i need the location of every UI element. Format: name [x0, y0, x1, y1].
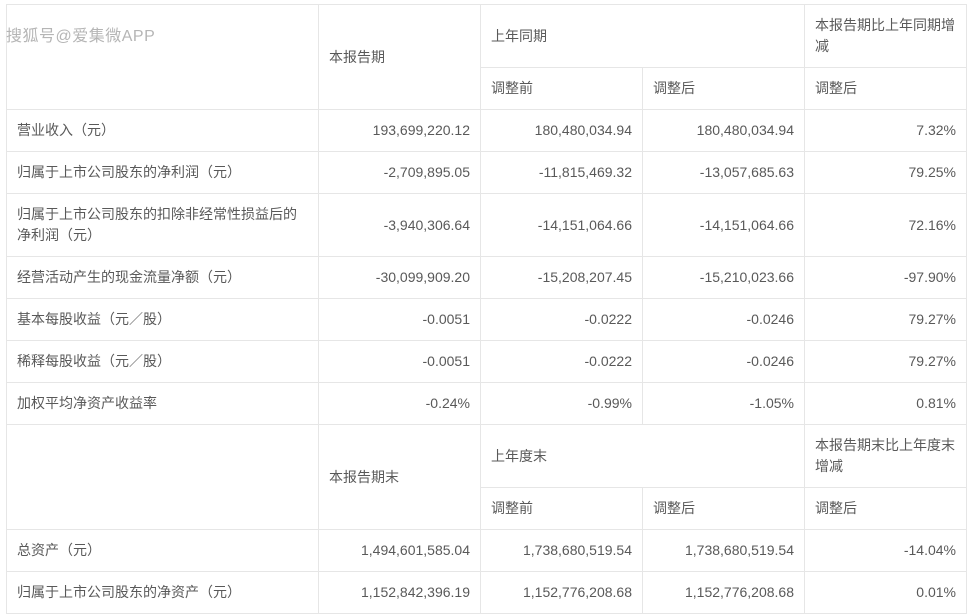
header-change-2: 本报告期末比上年度末增减 — [805, 425, 967, 488]
cell-value: 1,152,776,208.68 — [643, 572, 805, 614]
row-label: 基本每股收益（元／股） — [7, 299, 319, 341]
cell-value: -0.99% — [481, 383, 643, 425]
row-label: 归属于上市公司股东的扣除非经常性损益后的净利润（元） — [7, 194, 319, 257]
cell-value: -30,099,909.20 — [319, 257, 481, 299]
cell-value: -0.24% — [319, 383, 481, 425]
header-prior-year-end: 上年度末 — [481, 425, 805, 488]
cell-value: -97.90% — [805, 257, 967, 299]
cell-value: -14,151,064.66 — [643, 194, 805, 257]
cell-value: -14.04% — [805, 530, 967, 572]
cell-value: -3,940,306.64 — [319, 194, 481, 257]
header-blank-2 — [7, 425, 319, 530]
table-row: 归属于上市公司股东的净资产（元） 1,152,842,396.19 1,152,… — [7, 572, 967, 614]
cell-value: 193,699,220.12 — [319, 110, 481, 152]
cell-value: 79.25% — [805, 152, 967, 194]
table-row: 总资产（元） 1,494,601,585.04 1,738,680,519.54… — [7, 530, 967, 572]
cell-value: -0.0222 — [481, 341, 643, 383]
cell-value: -13,057,685.63 — [643, 152, 805, 194]
table-row: 营业收入（元） 193,699,220.12 180,480,034.94 18… — [7, 110, 967, 152]
cell-value: -2,709,895.05 — [319, 152, 481, 194]
row-label: 营业收入（元） — [7, 110, 319, 152]
sub-post-adj-2: 调整后 — [805, 68, 967, 110]
cell-value: -14,151,064.66 — [481, 194, 643, 257]
cell-value: -11,815,469.32 — [481, 152, 643, 194]
row-label: 加权平均净资产收益率 — [7, 383, 319, 425]
cell-value: 1,152,842,396.19 — [319, 572, 481, 614]
cell-value: 0.81% — [805, 383, 967, 425]
table-row: 基本每股收益（元／股） -0.0051 -0.0222 -0.0246 79.2… — [7, 299, 967, 341]
sub-post-adj: 调整后 — [643, 68, 805, 110]
cell-value: 7.32% — [805, 110, 967, 152]
table-row: 加权平均净资产收益率 -0.24% -0.99% -1.05% 0.81% — [7, 383, 967, 425]
header-blank — [7, 5, 319, 110]
table-row: 归属于上市公司股东的扣除非经常性损益后的净利润（元） -3,940,306.64… — [7, 194, 967, 257]
cell-value: 0.01% — [805, 572, 967, 614]
cell-value: 1,494,601,585.04 — [319, 530, 481, 572]
header-current-period: 本报告期 — [319, 5, 481, 110]
row-label: 归属于上市公司股东的净资产（元） — [7, 572, 319, 614]
row-label: 总资产（元） — [7, 530, 319, 572]
row-label: 归属于上市公司股东的净利润（元） — [7, 152, 319, 194]
sub-pre-adj-b: 调整前 — [481, 488, 643, 530]
cell-value: -0.0051 — [319, 341, 481, 383]
row-label: 经营活动产生的现金流量净额（元） — [7, 257, 319, 299]
cell-value: -0.0222 — [481, 299, 643, 341]
table-row: 归属于上市公司股东的净利润（元） -2,709,895.05 -11,815,4… — [7, 152, 967, 194]
cell-value: -0.0246 — [643, 299, 805, 341]
cell-value: -15,208,207.45 — [481, 257, 643, 299]
cell-value: -1.05% — [643, 383, 805, 425]
cell-value: 180,480,034.94 — [481, 110, 643, 152]
cell-value: 1,738,680,519.54 — [481, 530, 643, 572]
table-row: 稀释每股收益（元／股） -0.0051 -0.0222 -0.0246 79.2… — [7, 341, 967, 383]
cell-value: -0.0246 — [643, 341, 805, 383]
header-period-end: 本报告期末 — [319, 425, 481, 530]
cell-value: 180,480,034.94 — [643, 110, 805, 152]
header-row-3: 本报告期末 上年度末 本报告期末比上年度末增减 — [7, 425, 967, 488]
cell-value: 72.16% — [805, 194, 967, 257]
row-label: 稀释每股收益（元／股） — [7, 341, 319, 383]
sub-post-adj-b2: 调整后 — [805, 488, 967, 530]
cell-value: 1,738,680,519.54 — [643, 530, 805, 572]
header-row-1: 本报告期 上年同期 本报告期比上年同期增减 — [7, 5, 967, 68]
header-prior-period: 上年同期 — [481, 5, 805, 68]
cell-value: 79.27% — [805, 299, 967, 341]
table-row: 经营活动产生的现金流量净额（元） -30,099,909.20 -15,208,… — [7, 257, 967, 299]
cell-value: -15,210,023.66 — [643, 257, 805, 299]
cell-value: 79.27% — [805, 341, 967, 383]
sub-pre-adj: 调整前 — [481, 68, 643, 110]
financial-table: 本报告期 上年同期 本报告期比上年同期增减 调整前 调整后 调整后 营业收入（元… — [6, 4, 967, 614]
header-change: 本报告期比上年同期增减 — [805, 5, 967, 68]
cell-value: 1,152,776,208.68 — [481, 572, 643, 614]
sub-post-adj-b: 调整后 — [643, 488, 805, 530]
cell-value: -0.0051 — [319, 299, 481, 341]
